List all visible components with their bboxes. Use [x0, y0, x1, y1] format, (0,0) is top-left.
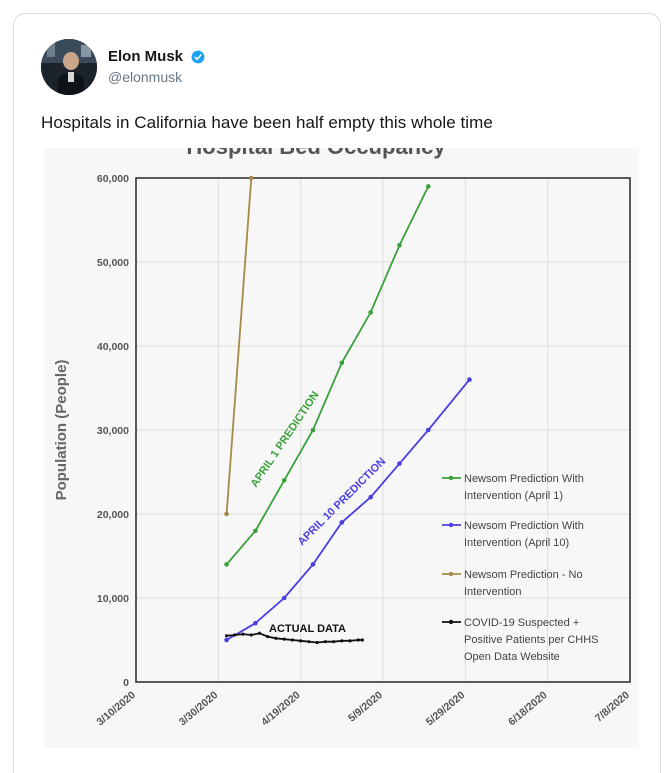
legend-label: Intervention (April 1) [464, 490, 563, 502]
data-point [425, 184, 431, 189]
y-tick-label: 30,000 [97, 425, 129, 437]
data-point [339, 520, 345, 525]
y-tick-label: 0 [123, 677, 129, 689]
tweet-text: Hospitals in California have been half e… [41, 113, 493, 132]
legend-marker [448, 475, 454, 481]
data-point [299, 639, 303, 643]
data-point [274, 636, 278, 640]
data-point [356, 638, 360, 642]
series-3 [224, 175, 254, 517]
author-handle[interactable]: @elonmusk [108, 69, 183, 85]
y-axis-label: Population (People) [53, 360, 70, 501]
data-point [224, 637, 229, 643]
data-point [281, 595, 287, 601]
legend-item-3: Newsom Prediction - No Intervention [442, 569, 583, 598]
data-point [248, 175, 254, 181]
data-point [368, 494, 373, 500]
legend-label: Newsom Prediction - No [464, 569, 583, 581]
data-point [249, 633, 253, 637]
y-tick-label: 40,000 [97, 341, 129, 353]
data-point [233, 633, 237, 637]
legend-label: Open Data Website [464, 651, 560, 663]
legend-marker [448, 619, 454, 625]
series-2 [224, 377, 472, 643]
plot-frame [135, 177, 631, 683]
chart-title-crop [44, 140, 639, 148]
series-group [224, 175, 472, 645]
data-point [224, 562, 229, 567]
data-point [290, 638, 295, 642]
annotation-actual: ACTUAL DATA [269, 623, 346, 635]
data-point [266, 635, 270, 639]
series-line [225, 177, 253, 515]
data-point [368, 310, 373, 315]
data-point [397, 242, 402, 248]
data-point [348, 639, 352, 643]
y-tick-label: 10,000 [97, 593, 129, 605]
data-point [310, 562, 316, 567]
data-point [253, 528, 258, 534]
legend-label: Intervention [464, 586, 521, 598]
data-point [310, 427, 316, 433]
data-point [257, 631, 262, 635]
data-point [425, 427, 431, 433]
legend-label: Intervention (April 10) [464, 537, 569, 549]
data-point [397, 461, 402, 466]
legend-label: COVID-19 Suspected + [464, 617, 579, 629]
legend-item-1: Newsom Prediction With Intervention (Apri… [442, 473, 584, 502]
data-point [315, 640, 319, 645]
legend-label: Newsom Prediction With [464, 473, 584, 485]
avatar-image [41, 39, 97, 95]
y-axis: 0 10,000 20,000 30,000 40,000 50,000 60,000 [97, 173, 129, 689]
data-point [224, 634, 229, 638]
verified-badge-icon [191, 50, 205, 64]
data-point [281, 478, 287, 483]
author-name[interactable]: Elon Musk [108, 48, 184, 65]
data-point [224, 511, 229, 517]
legend-marker [448, 571, 454, 577]
data-point [332, 640, 336, 644]
legend-label: Newsom Prediction With [464, 520, 584, 532]
y-tick-label: 60,000 [97, 173, 129, 185]
data-point [307, 640, 311, 644]
series-4 [224, 631, 365, 645]
legend-item-4: COVID-19 Suspected + Positive Patients pe… [442, 617, 599, 663]
legend-item-2: Newsom Prediction With Intervention (Apri… [442, 520, 584, 549]
series-line [225, 186, 430, 565]
y-tick-label: 50,000 [97, 257, 129, 269]
data-point [360, 638, 365, 642]
chart-background [44, 140, 639, 748]
legend: Newsom Prediction With Intervention (Apri… [442, 473, 599, 663]
data-point [340, 639, 344, 643]
series-1 [224, 184, 431, 567]
chart[interactable]: Hospital Bed Occupancy 010,00020,00030,0… [44, 140, 639, 748]
data-point [339, 360, 345, 366]
data-point [241, 632, 245, 636]
data-point [253, 620, 258, 626]
legend-marker [448, 522, 454, 528]
legend-label: Positive Patients per CHHS [464, 634, 599, 646]
grid [136, 178, 630, 682]
y-tick-label: 20,000 [97, 509, 129, 521]
data-point [282, 637, 286, 641]
data-point [467, 377, 472, 382]
data-point [323, 640, 327, 644]
avatar[interactable] [41, 39, 97, 95]
